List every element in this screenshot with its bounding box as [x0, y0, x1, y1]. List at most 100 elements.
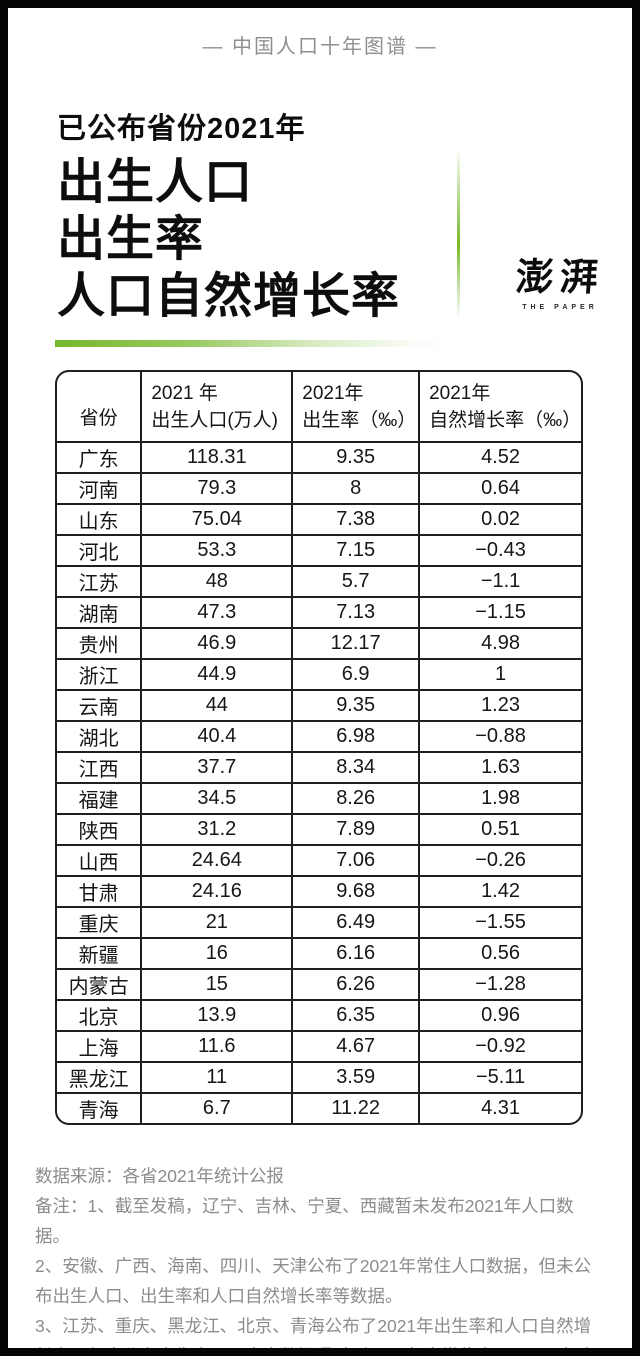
birth-population-cell: 34.5: [140, 782, 294, 815]
birth-population-cell: 44.9: [140, 658, 294, 691]
natural-growth-cell: 4.31: [418, 1092, 581, 1123]
title-eyebrow: 已公布省份2021年: [57, 113, 306, 145]
province-cell: 山西: [57, 844, 143, 877]
header-birth-population-line2: 出生人口(万人): [151, 409, 279, 431]
birth-population-cell: 44: [140, 689, 294, 722]
province-cell: 湖北: [57, 720, 143, 753]
birth-population-cell: 79.3: [140, 472, 294, 505]
province-cell: 北京: [57, 999, 143, 1032]
birth-population-cell: 53.3: [140, 534, 294, 567]
birth-population-cell: 6.7: [140, 1092, 294, 1123]
province-cell: 上海: [57, 1030, 143, 1063]
main-title-line3: 人口自然增长率: [57, 270, 401, 323]
series-kicker: — 中国人口十年图谱 —: [202, 36, 438, 58]
birth-population-cell: 11: [140, 1061, 294, 1094]
natural-growth-cell: 0.56: [418, 937, 581, 970]
birth-rate-cell: 8.26: [291, 782, 421, 815]
natural-growth-cell: 1.42: [418, 875, 581, 908]
natural-growth-cell: 0.64: [418, 472, 581, 505]
birth-population-cell: 24.16: [140, 875, 294, 908]
province-cell: 甘肃: [57, 875, 143, 908]
birth-rate-cell: 11.22: [291, 1092, 421, 1123]
province-cell: 湖南: [57, 596, 143, 629]
table-row: 河南 79.3 8 0.64: [57, 472, 581, 505]
table-row: 江苏 48 5.7 −1.1: [57, 565, 581, 598]
birth-population-cell: 75.04: [140, 503, 294, 536]
natural-growth-cell: −0.88: [418, 720, 581, 753]
natural-growth-cell: −0.92: [418, 1030, 581, 1063]
birth-rate-cell: 7.06: [291, 844, 421, 877]
birth-rate-cell: 6.26: [291, 968, 421, 1001]
province-cell: 新疆: [57, 937, 143, 970]
table-row: 北京 13.9 6.35 0.96: [57, 999, 581, 1032]
birth-population-cell: 118.31: [140, 441, 294, 474]
birth-rate-cell: 9.68: [291, 875, 421, 908]
birth-population-cell: 40.4: [140, 720, 294, 753]
table-row: 陕西 31.2 7.89 0.51: [57, 813, 581, 846]
province-cell: 青海: [57, 1092, 143, 1123]
header-birth-population: 2021 年 出生人口(万人): [140, 372, 294, 443]
natural-growth-cell: 0.02: [418, 503, 581, 536]
birth-rate-cell: 5.7: [291, 565, 421, 598]
birth-rate-cell: 7.13: [291, 596, 421, 629]
header-row: 省份 2021 年 出生人口(万人) 2021年 出生率（‰） 2021年 自然…: [57, 372, 581, 443]
birth-population-cell: 24.64: [140, 844, 294, 877]
natural-growth-cell: 1.98: [418, 782, 581, 815]
natural-growth-cell: 1.63: [418, 751, 581, 784]
province-cell: 广东: [57, 441, 143, 474]
table-row: 山东 75.04 7.38 0.02: [57, 503, 581, 536]
header-natural-growth-line2: 自然增长率（‰）: [429, 409, 581, 431]
table-row: 浙江 44.9 6.9 1: [57, 658, 581, 691]
birth-rate-cell: 9.35: [291, 689, 421, 722]
header-natural-growth: 2021年 自然增长率（‰）: [418, 372, 581, 443]
natural-growth-cell: 1: [418, 658, 581, 691]
main-title-line2: 出生率: [57, 213, 205, 266]
birth-population-cell: 47.3: [140, 596, 294, 629]
province-cell: 贵州: [57, 627, 143, 660]
header-birth-population-line1: 2021 年: [151, 382, 218, 404]
data-source: 数据来源：各省2021年统计公报: [35, 1166, 284, 1186]
province-cell: 黑龙江: [57, 1061, 143, 1094]
vertical-accent-line: [457, 148, 460, 316]
note-1: 备注：1、截至发稿，辽宁、吉林、宁夏、西藏暂未发布2021年人口数据。: [35, 1196, 574, 1246]
main-title-line1: 出生人口: [57, 156, 254, 209]
title-underline-bar: [55, 340, 447, 347]
birth-rate-cell: 6.35: [291, 999, 421, 1032]
province-cell: 江西: [57, 751, 143, 784]
province-cell: 浙江: [57, 658, 143, 691]
province-cell: 内蒙古: [57, 968, 143, 1001]
thepaper-logo: 澎湃 THE PAPER: [514, 246, 606, 311]
thepaper-wordmark: 澎湃: [514, 257, 606, 299]
natural-growth-cell: −1.15: [418, 596, 581, 629]
natural-growth-cell: −0.26: [418, 844, 581, 877]
natural-growth-cell: −0.43: [418, 534, 581, 567]
table-row: 甘肃 24.16 9.68 1.42: [57, 875, 581, 908]
natural-growth-cell: −5.11: [418, 1061, 581, 1094]
table-row: 云南 44 9.35 1.23: [57, 689, 581, 722]
header-province: 省份: [57, 372, 143, 443]
natural-growth-cell: −1.28: [418, 968, 581, 1001]
birth-rate-cell: 12.17: [291, 627, 421, 660]
birth-population-cell: 11.6: [140, 1030, 294, 1063]
table-row: 内蒙古 15 6.26 −1.28: [57, 968, 581, 1001]
header-birth-rate-line1: 2021年: [302, 382, 364, 404]
province-cell: 云南: [57, 689, 143, 722]
table-header: 省份 2021 年 出生人口(万人) 2021年 出生率（‰） 2021年 自然…: [57, 372, 581, 443]
birth-rate-cell: 7.89: [291, 813, 421, 846]
natural-growth-cell: 0.51: [418, 813, 581, 846]
table-row: 黑龙江 11 3.59 −5.11: [57, 1061, 581, 1094]
birth-population-cell: 13.9: [140, 999, 294, 1032]
birth-population-cell: 37.7: [140, 751, 294, 784]
header-birth-rate: 2021年 出生率（‰）: [291, 372, 421, 443]
birth-rate-cell: 7.15: [291, 534, 421, 567]
birth-rate-cell: 3.59: [291, 1061, 421, 1094]
thepaper-subtext: THE PAPER: [522, 304, 598, 311]
province-cell: 陕西: [57, 813, 143, 846]
birth-rate-cell: 7.38: [291, 503, 421, 536]
natural-growth-cell: −1.55: [418, 906, 581, 939]
table-row: 重庆 21 6.49 −1.55: [57, 906, 581, 939]
birth-rate-cell: 6.98: [291, 720, 421, 753]
table-row: 河北 53.3 7.15 −0.43: [57, 534, 581, 567]
table-row: 广东 118.31 9.35 4.52: [57, 441, 581, 474]
note-3: 3、江苏、重庆、黑龙江、北京、青海公布了2021年出生率和人口自然增长率，但未公…: [35, 1316, 596, 1356]
